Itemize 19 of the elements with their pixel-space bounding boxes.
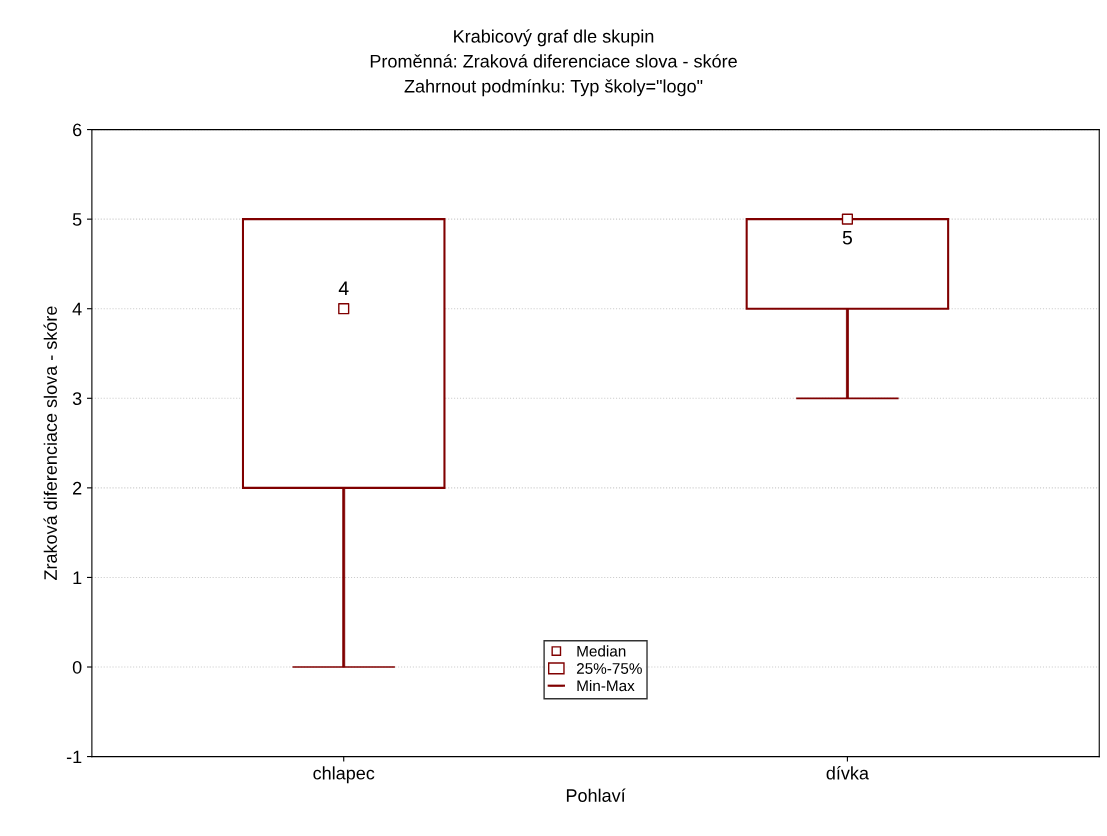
y-tick-label: -1 xyxy=(66,750,82,764)
y-tick-label: 6 xyxy=(73,123,82,137)
data-label: 5 xyxy=(842,230,852,245)
x-tick-label: chlapec xyxy=(313,766,375,784)
x-tick-label: dívka xyxy=(826,766,869,780)
data-label: 4 xyxy=(338,281,349,295)
x-axis-title: Pohlaví xyxy=(566,788,626,802)
y-tick-label: 1 xyxy=(73,571,82,584)
legend-label: Min-Max xyxy=(577,679,635,692)
y-tick-label: 4 xyxy=(72,302,82,316)
legend-label: Median xyxy=(577,645,626,657)
y-tick-label: 5 xyxy=(72,213,82,226)
chart-title: Krabicový graf dle skupin xyxy=(454,29,654,47)
y-tick-label: 2 xyxy=(73,481,82,495)
y-tick-label: 3 xyxy=(72,392,82,406)
chart-subtitle: Proměnná: Zraková diferenciace slova - skóre Zahrnout podmínku: Typ školy="logo" xyxy=(370,54,737,97)
y-axis-title: Zraková diferenciace slova - skóre xyxy=(43,306,57,580)
legend-label: 25%-75% xyxy=(576,663,642,674)
y-tick-label: 0 xyxy=(72,660,82,674)
